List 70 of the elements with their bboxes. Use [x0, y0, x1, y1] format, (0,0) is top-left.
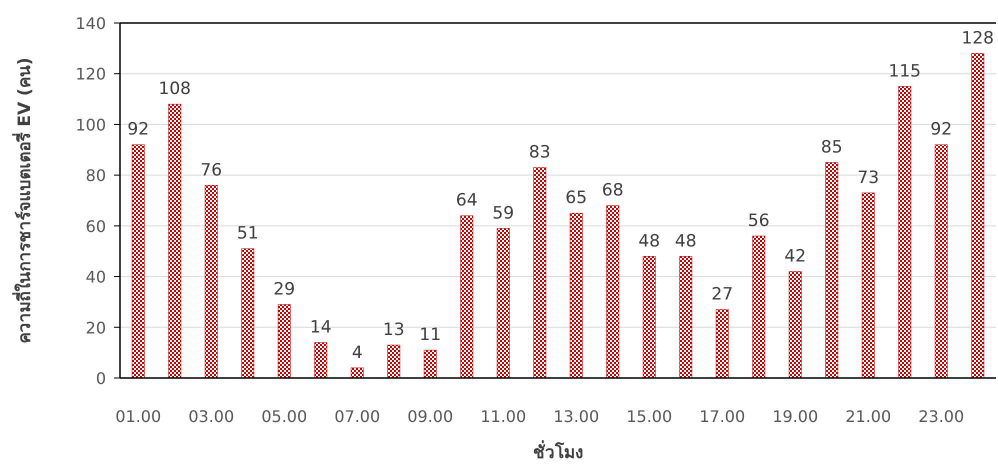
x-tick-label: 01.00 — [115, 407, 162, 426]
y-tick-label: 20 — [86, 318, 106, 338]
data-label: 92 — [930, 120, 952, 140]
data-label: 73 — [857, 168, 880, 188]
bar — [825, 162, 838, 378]
y-axis-title: ความถี่ในการชาร์จแบตเตอรี่ EV (คน) — [12, 57, 35, 344]
bar — [350, 368, 364, 378]
y-tick-label: 120 — [75, 64, 106, 84]
y-tick-label: 140 — [75, 14, 106, 33]
data-label: 108 — [158, 79, 191, 100]
bar — [788, 271, 802, 378]
x-tick-label: 11.00 — [480, 407, 526, 426]
data-label: 29 — [273, 279, 296, 300]
bar — [862, 192, 875, 378]
y-tick-label: 40 — [86, 268, 106, 287]
x-tick-label: 09.00 — [407, 407, 454, 426]
data-label: 128 — [962, 28, 994, 48]
bar — [496, 228, 510, 378]
data-label: 11 — [419, 325, 442, 346]
y-tick-label: 60 — [86, 216, 106, 236]
x-tick-label: 03.00 — [188, 407, 234, 426]
bar — [278, 304, 291, 378]
bar — [168, 104, 182, 378]
x-tick-label: 17.00 — [699, 407, 746, 426]
x-tick-label: 15.00 — [626, 407, 672, 426]
bar — [387, 344, 400, 378]
bar — [971, 53, 984, 378]
data-label: 48 — [674, 231, 697, 252]
data-label: 13 — [382, 320, 405, 340]
data-label: 48 — [638, 231, 660, 252]
data-label: 56 — [748, 211, 770, 231]
bar — [132, 144, 145, 378]
data-label: 76 — [200, 160, 222, 180]
data-label: 68 — [602, 180, 624, 201]
x-tick-label: 05.00 — [261, 407, 308, 426]
y-tick-label: 80 — [86, 166, 106, 186]
bar — [314, 342, 328, 378]
x-axis-title: ชั่วโมง — [533, 440, 583, 463]
y-tick-label: 0 — [96, 369, 106, 388]
data-label: 85 — [820, 137, 843, 158]
data-label: 51 — [236, 224, 259, 244]
data-label: 14 — [310, 318, 332, 338]
x-tick-label: 19.00 — [772, 407, 818, 426]
data-label: 115 — [888, 61, 921, 82]
data-label: 27 — [711, 284, 734, 305]
x-tick-label: 23.00 — [918, 407, 964, 426]
data-label: 59 — [492, 203, 514, 224]
bar — [460, 215, 474, 378]
data-label: 64 — [456, 190, 478, 211]
data-label: 42 — [784, 246, 806, 266]
bar — [752, 236, 766, 378]
x-tick-label: 21.00 — [845, 407, 892, 426]
x-tick-label: 07.00 — [334, 407, 380, 426]
data-label: 92 — [127, 120, 150, 140]
x-tick-label: 13.00 — [553, 407, 600, 426]
bar — [204, 185, 218, 378]
data-label: 65 — [565, 188, 588, 208]
bar — [642, 256, 656, 378]
bar — [533, 167, 546, 378]
data-label: 4 — [352, 342, 363, 363]
bar — [898, 86, 912, 378]
bar — [716, 309, 729, 378]
bar — [606, 205, 620, 378]
y-tick-label: 100 — [75, 115, 106, 134]
bar — [424, 350, 437, 378]
bar — [570, 212, 583, 378]
data-label: 83 — [528, 142, 551, 163]
bar — [241, 248, 254, 378]
bar — [679, 256, 692, 378]
bar — [934, 144, 948, 378]
